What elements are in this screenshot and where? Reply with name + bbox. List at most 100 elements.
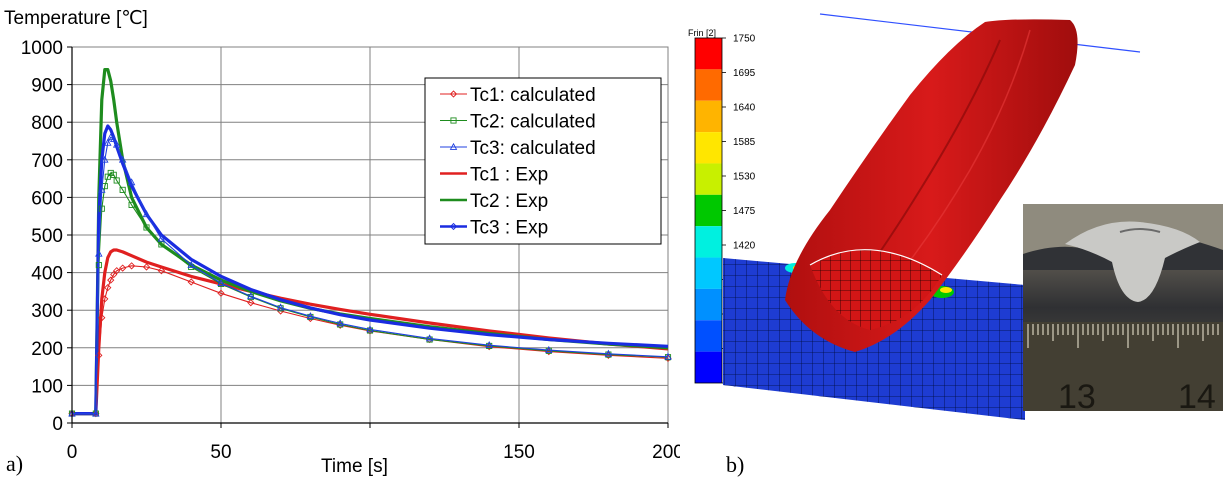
y-tick-label: 0	[52, 414, 63, 435]
y-tick-label: 500	[31, 226, 63, 247]
data-point-diamond	[110, 270, 118, 279]
y-tick-label: 700	[31, 151, 63, 172]
data-point-triangle	[366, 325, 374, 333]
data-point-diamond	[217, 289, 225, 297]
chart-series	[68, 67, 672, 418]
data-point-triangle	[187, 260, 195, 268]
temperature-chart: 0 100 200 300 400 500 600 700 800 900 1000 0 50 150 20…	[4, 8, 680, 477]
legend-box	[424, 77, 662, 245]
series-4	[72, 248, 669, 416]
contour-legend-label: 1750	[733, 34, 756, 45]
data-point-diamond	[449, 90, 458, 98]
y-tick-label: 200	[31, 339, 63, 360]
data-point-triangle	[336, 319, 344, 327]
contour-legend-swatch	[695, 288, 722, 321]
data-point-square	[98, 205, 105, 212]
x-tick-label: 50	[210, 442, 231, 463]
contour-legend-swatch	[695, 69, 722, 101]
data-point-triangle	[109, 134, 118, 142]
data-point-diamond	[113, 267, 121, 275]
y-axis-title: Temperature [℃]	[4, 8, 148, 29]
contour-legend-title: Frin [2]	[688, 28, 716, 38]
data-point-diamond	[449, 222, 458, 231]
y-tick-label: 900	[31, 76, 63, 97]
ruler-scale	[1027, 324, 1219, 348]
legend-label: Tc1 : Exp	[470, 165, 548, 186]
panel-label-b: b)	[726, 452, 744, 477]
data-point-triangle	[449, 142, 458, 150]
x-tick-label: 200	[652, 442, 680, 463]
data-point-square	[119, 186, 126, 193]
data-point-diamond	[101, 295, 109, 303]
contour-legend-label: 1530	[733, 172, 756, 183]
contour-legend-swatch	[695, 38, 722, 70]
panel-label-a: a)	[6, 451, 23, 476]
data-point-triangle	[276, 303, 285, 311]
data-point-diamond	[157, 267, 166, 275]
ruler-label-13: 13	[1058, 378, 1096, 416]
contour-legend-swatch	[695, 351, 722, 383]
data-point-triangle	[104, 138, 112, 146]
contour-legend-label: 1420	[733, 241, 756, 252]
data-point-diamond	[187, 278, 195, 286]
ruler-label-14: 14	[1178, 378, 1216, 416]
contour-legend-swatch	[695, 100, 722, 133]
x-tick-label: 0	[67, 442, 78, 463]
data-point-triangle	[95, 249, 103, 257]
data-point-square	[158, 241, 165, 248]
series-line	[72, 248, 669, 416]
y-tick-label: 100	[31, 376, 63, 397]
legend-label: Tc3: calculated	[470, 138, 596, 159]
legend-label: Tc3 : Exp	[470, 218, 548, 239]
x-axis-title: Time [s]	[321, 456, 388, 477]
fem-contour-panel: Frin [2] 1750169516401585153014751420136…	[688, 13, 1223, 477]
weld-photo-inset: 13 14	[1023, 204, 1223, 416]
data-point-triangle	[127, 178, 136, 186]
data-point-triangle	[101, 155, 109, 163]
data-point-square	[113, 177, 120, 184]
data-point-square	[450, 117, 457, 124]
contour-legend-swatch	[695, 320, 722, 352]
data-point-diamond	[247, 299, 255, 307]
x-tick-label: 150	[503, 442, 535, 463]
data-point-diamond	[104, 284, 112, 292]
contour-legend-label: 1585	[733, 137, 756, 148]
contour-legend: 1750169516401585153014751420136513101255…	[694, 34, 756, 390]
data-point-diamond	[98, 314, 106, 322]
data-point-triangle	[112, 140, 121, 148]
contour-legend-label: 1695	[733, 68, 756, 79]
y-tick-label: 1000	[21, 38, 63, 59]
data-point-diamond	[127, 262, 136, 270]
contour-legend-swatch	[695, 163, 722, 195]
data-point-triangle	[106, 133, 115, 141]
legend-label: Tc2 : Exp	[470, 191, 548, 212]
data-point-triangle	[92, 409, 100, 417]
contour-legend-label: 1475	[733, 206, 756, 217]
data-point-triangle	[485, 341, 493, 349]
data-point-square	[128, 201, 135, 208]
data-point-triangle	[142, 210, 151, 218]
contour-legend-swatch	[695, 257, 722, 289]
data-point-triangle	[157, 234, 166, 242]
series-line	[72, 172, 669, 415]
y-tick-label: 600	[31, 188, 63, 209]
data-point-square	[143, 224, 150, 231]
y-tick-label: 400	[31, 264, 63, 285]
chart-axes: 0 100 200 300 400 500 600 700 800 900 1000 0 50 150 20…	[21, 38, 680, 463]
contour-legend-swatch	[695, 132, 722, 164]
y-tick-label: 300	[31, 301, 63, 322]
weld-bead	[785, 19, 1078, 352]
data-point-triangle	[664, 352, 672, 360]
data-point-triangle	[98, 185, 106, 193]
data-point-triangle	[217, 278, 225, 286]
series-3	[68, 133, 672, 417]
data-point-diamond	[119, 264, 127, 272]
data-point-triangle	[306, 312, 315, 320]
series-line	[72, 136, 669, 415]
data-point-triangle	[118, 155, 127, 163]
data-point-triangle	[425, 334, 434, 342]
legend-label: Tc1: calculated	[470, 85, 596, 106]
contour-legend-label: 1640	[733, 103, 756, 114]
data-point-diamond	[142, 263, 151, 271]
y-tick-label: 800	[31, 113, 63, 134]
